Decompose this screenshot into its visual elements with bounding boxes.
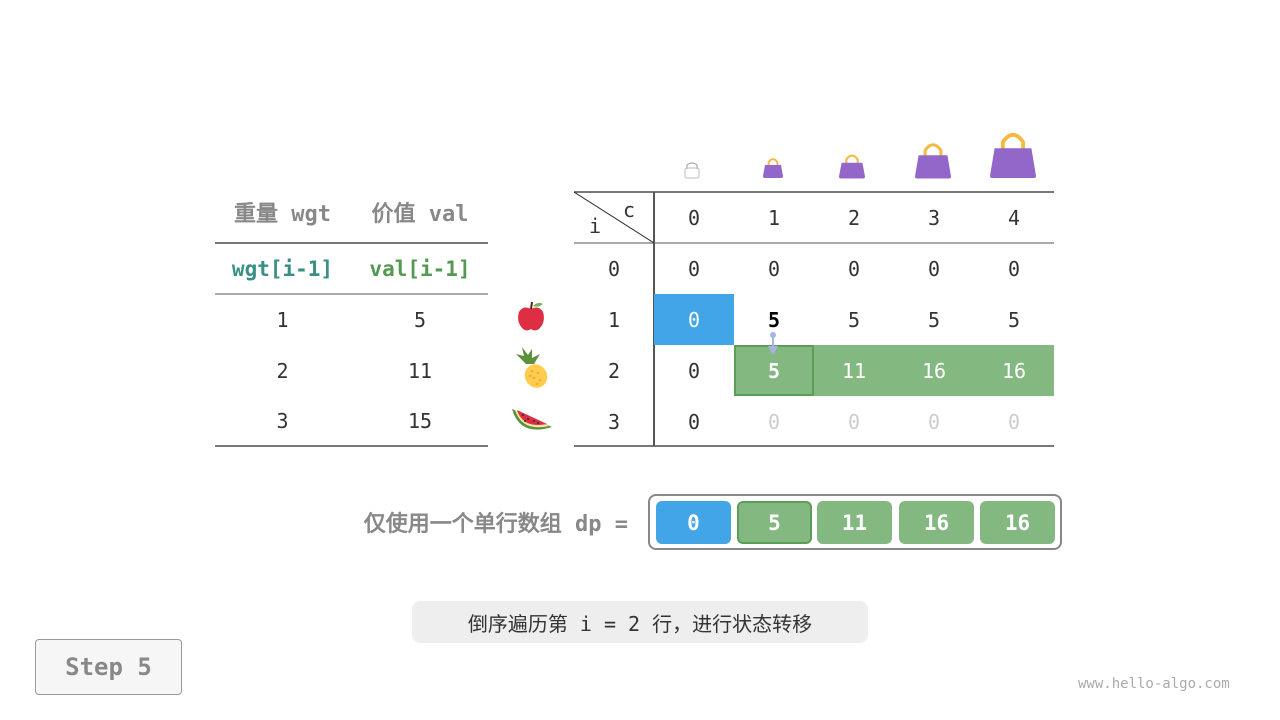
dp-cell: 0 [1007, 409, 1021, 434]
dp-cell: 16 [1001, 358, 1027, 383]
bag-icon [763, 158, 783, 178]
divider [215, 242, 488, 244]
header-value: 价值 val [371, 202, 469, 227]
dp-cell: 0 [687, 256, 701, 281]
step-caption: 倒序遍历第 i = 2 行，进行状态转移 [412, 601, 868, 643]
capacity-header: 2 [847, 205, 861, 230]
step-button[interactable]: Step 5 [35, 639, 182, 695]
dp-array-cell: 16 [899, 501, 974, 544]
dp-cell: 0 [847, 409, 861, 434]
corner-diagonal [574, 192, 654, 243]
updated-row-highlight [734, 345, 1054, 396]
dp-array-cell: 11 [817, 501, 892, 544]
corner-item-label: i [589, 214, 602, 238]
row-header: 1 [607, 307, 621, 332]
row-header: 3 [607, 409, 621, 434]
divider [215, 445, 488, 447]
dp-cell: 11 [841, 358, 867, 383]
apple-icon [518, 301, 544, 331]
transition-arrow-icon [768, 332, 778, 355]
dp-array [648, 494, 1062, 550]
dp-cell: 5 [767, 307, 781, 332]
dp-cell: 0 [767, 409, 781, 434]
subheader-value: val[i-1] [369, 257, 471, 281]
dp-cell: 0 [847, 256, 861, 281]
subheader-weight: wgt[i-1] [231, 257, 334, 281]
dp-array-label: 仅使用一个单行数组 dp = [363, 512, 628, 537]
weight-cell: 2 [276, 358, 289, 383]
bag-icon [915, 142, 951, 178]
dp-array-cell: 5 [737, 501, 812, 544]
row-header: 2 [607, 358, 621, 383]
dp-cell: 5 [1007, 307, 1021, 332]
dp-cell: 0 [927, 409, 941, 434]
dp-cell: 16 [921, 358, 947, 383]
divider [574, 242, 1054, 244]
dp-cell: 5 [847, 307, 861, 332]
divider [215, 293, 488, 295]
watermelon-icon [512, 409, 552, 430]
value-cell: 11 [407, 358, 433, 383]
dp-cell: 0 [687, 409, 701, 434]
dp-array-cell: 0 [656, 501, 731, 544]
dp-array-cell: 16 [980, 501, 1055, 544]
capacity-header: 0 [687, 205, 701, 230]
header-weight: 重量 wgt [234, 202, 331, 227]
watermark: www.hello-algo.com [1078, 676, 1230, 692]
dp-cell: 0 [1007, 256, 1021, 281]
divider [574, 445, 1054, 447]
bag-icon [990, 132, 1036, 178]
weight-cell: 1 [276, 307, 289, 332]
value-cell: 5 [413, 307, 427, 332]
value-cell: 15 [407, 409, 433, 433]
weight-cell: 3 [276, 409, 289, 433]
pineapple-icon [516, 347, 548, 388]
dp-cell: 0 [767, 256, 781, 281]
capacity-header: 3 [927, 205, 941, 230]
dp-cell: 0 [687, 358, 701, 383]
divider [574, 191, 1054, 193]
dp-cell: 0 [927, 256, 941, 281]
capacity-header: 4 [1007, 205, 1021, 230]
empty-bag-icon [684, 162, 700, 179]
dp-cell: 0 [654, 294, 734, 345]
corner-capacity-label: c [623, 198, 636, 222]
dp-cell: 5 [927, 307, 941, 332]
bag-icon [839, 153, 865, 178]
capacity-header: 1 [767, 205, 781, 230]
row-header: 0 [607, 256, 621, 281]
